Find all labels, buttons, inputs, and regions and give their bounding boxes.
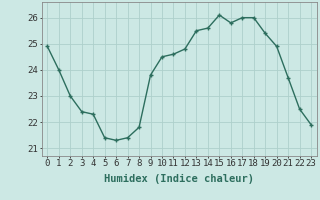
X-axis label: Humidex (Indice chaleur): Humidex (Indice chaleur) [104, 174, 254, 184]
